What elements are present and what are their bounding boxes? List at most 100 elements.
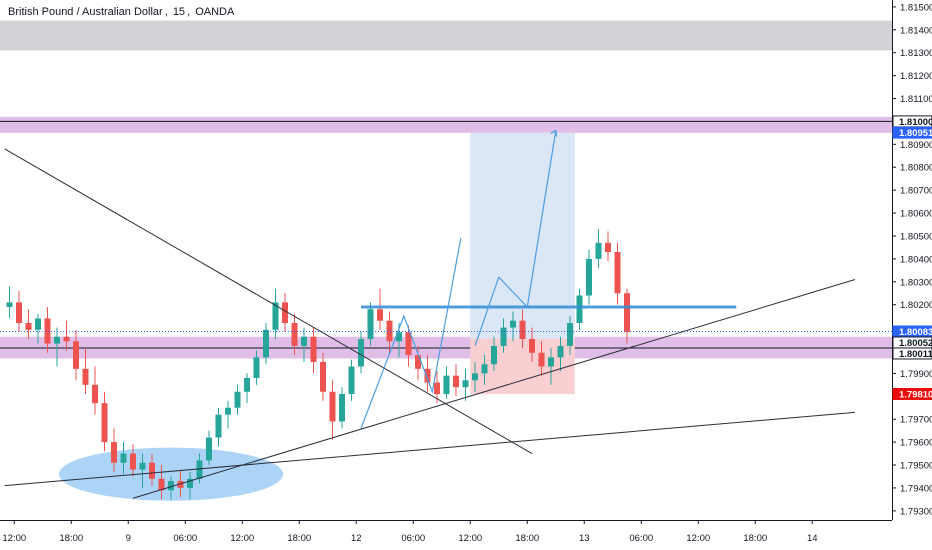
candle-body <box>529 339 535 353</box>
x-tick-label: 12:00 <box>2 533 26 544</box>
profit-target-area <box>470 132 575 339</box>
candle-body <box>339 394 345 422</box>
candle-body <box>386 320 393 342</box>
candle-body <box>595 242 602 259</box>
long-support-line <box>4 411 856 487</box>
candles-layer <box>6 229 630 500</box>
candle-body <box>206 437 212 461</box>
candle-body <box>510 320 516 328</box>
x-tick-label: 12 <box>351 533 362 544</box>
candle-body <box>586 258 592 296</box>
price-badge-label: 1.80951 <box>899 128 932 139</box>
candle-body <box>320 361 326 392</box>
candle-body <box>187 478 193 488</box>
candle-body <box>16 302 22 323</box>
candle-body <box>434 382 440 395</box>
candle-body <box>396 332 402 342</box>
candle-body <box>415 355 421 369</box>
ascending-trendline <box>132 278 856 499</box>
y-tick-label: 1.81500 <box>900 2 932 13</box>
x-tick-label: 06:00 <box>173 533 197 544</box>
candle-body <box>111 442 117 463</box>
candle-body <box>120 453 127 463</box>
candle-body <box>301 336 307 346</box>
y-tick-label: 1.81100 <box>900 94 932 105</box>
price-badge-label: 1.80052 <box>899 338 932 349</box>
y-tick-label: 1.80200 <box>900 300 932 311</box>
candle-body <box>44 318 51 344</box>
candle-body <box>82 368 89 385</box>
x-tick-label: 14 <box>807 533 818 544</box>
candle-body <box>491 345 497 365</box>
x-tick-label: 18:00 <box>743 533 767 544</box>
candle-body <box>481 364 488 374</box>
candle-body <box>244 377 250 392</box>
candle-body <box>149 462 155 479</box>
candle-body <box>453 375 459 388</box>
y-tick-label: 1.80700 <box>900 186 932 197</box>
descending-trendline <box>4 148 533 455</box>
candle-body <box>73 341 79 369</box>
chart-title: British Pound / Australian Dollar, 15, O… <box>8 6 235 18</box>
x-tick-label: 9 <box>126 533 131 544</box>
candle-body <box>548 357 554 367</box>
y-tick-label: 1.79700 <box>900 415 932 426</box>
grey-resistance-zone <box>0 20 892 51</box>
x-tick-label: 18:00 <box>287 533 311 544</box>
y-tick-label: 1.79300 <box>900 506 932 517</box>
price-badge-label: 1.81000 <box>899 117 932 128</box>
candle-body <box>576 295 583 323</box>
candle-body <box>196 460 203 479</box>
candle-body <box>130 453 136 470</box>
candle-body <box>92 384 98 404</box>
candle-body <box>282 302 288 323</box>
candle-body <box>291 322 298 346</box>
candle-body <box>614 251 621 294</box>
projection-arrowhead <box>550 129 558 137</box>
candle-body <box>253 357 260 378</box>
y-tick-label: 1.80500 <box>900 231 932 242</box>
candle-body <box>538 352 545 367</box>
candle-body <box>500 327 507 346</box>
candle-body <box>424 368 431 383</box>
y-tick-label: 1.81400 <box>900 25 932 36</box>
x-tick-label: 12:00 <box>458 533 482 544</box>
zigzag-path <box>360 238 462 429</box>
candle-body <box>443 375 450 395</box>
symbol-name: British Pound / Australian Dollar <box>8 6 163 18</box>
candle-body <box>6 302 13 307</box>
candle-body <box>168 481 174 491</box>
candle-body <box>272 302 279 330</box>
y-tick-label: 1.80300 <box>900 277 932 288</box>
x-tick-label: 06:00 <box>629 533 653 544</box>
x-tick-label: 12:00 <box>230 533 254 544</box>
candle-body <box>63 336 70 342</box>
candle-body <box>177 481 184 488</box>
candle-body <box>35 318 41 330</box>
candle-body <box>139 462 146 470</box>
price-badge <box>892 388 932 401</box>
exchange: OANDA <box>195 6 235 18</box>
candle-body <box>25 322 32 330</box>
candle-body <box>329 391 336 422</box>
x-tick-label: 18:00 <box>59 533 83 544</box>
y-tick-label: 1.80400 <box>900 254 932 265</box>
price-badge-label: 1.80011 <box>899 349 932 360</box>
y-tick-label: 1.80900 <box>900 140 932 151</box>
candle-body <box>377 309 383 321</box>
candle-body <box>348 366 355 395</box>
candle-body <box>358 339 364 367</box>
candle-body <box>234 391 241 408</box>
candle-body <box>101 403 108 443</box>
y-tick-label: 1.80600 <box>900 209 932 220</box>
candle-body <box>367 309 374 340</box>
y-tick-label: 1.80800 <box>900 163 932 174</box>
candle-body <box>557 345 564 358</box>
x-tick-label: 13 <box>579 533 590 544</box>
purple-resistance-zone <box>0 116 892 133</box>
x-tick-label: 18:00 <box>515 533 539 544</box>
candle-body <box>158 478 165 491</box>
